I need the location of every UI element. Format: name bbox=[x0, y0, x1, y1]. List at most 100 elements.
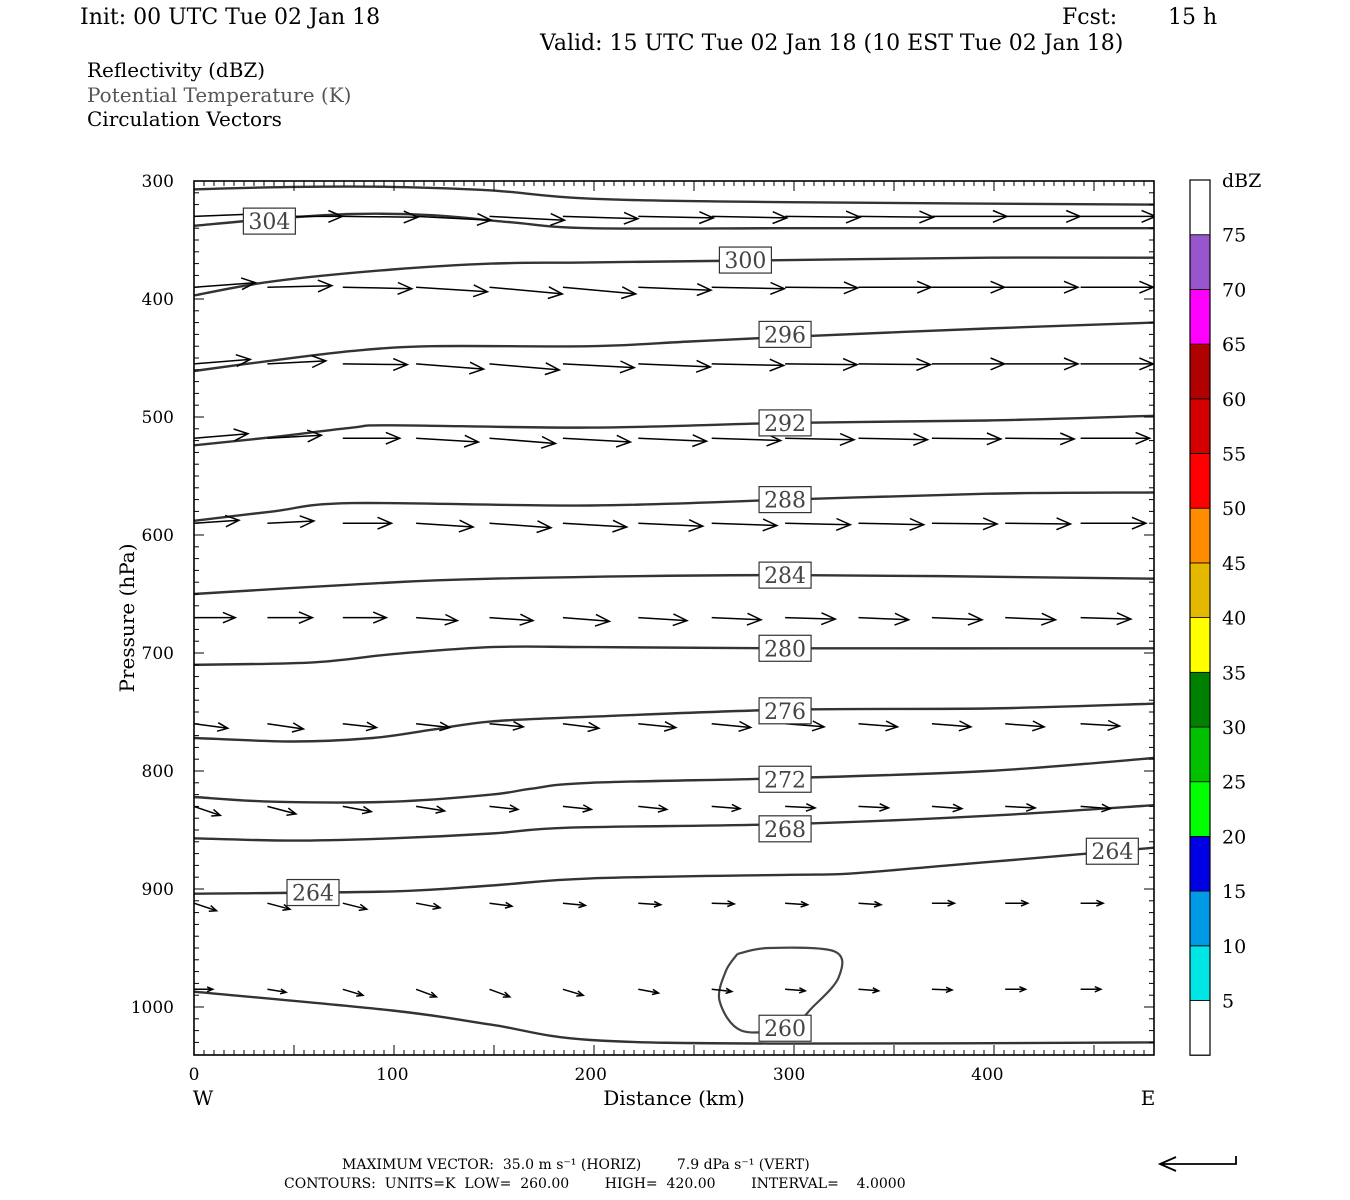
circulation-vector bbox=[416, 519, 476, 533]
circulation-vector bbox=[489, 804, 520, 813]
circulation-vector bbox=[267, 354, 328, 369]
x-axis: 0 100 200 300 400 bbox=[189, 1065, 1004, 1085]
circulation-vector bbox=[711, 987, 734, 995]
circulation-vector bbox=[1080, 209, 1154, 223]
circulation-vector bbox=[342, 902, 369, 912]
circulation-vector bbox=[194, 611, 238, 624]
contour-label-text: 300 bbox=[724, 249, 766, 274]
colorbar-level-label: 30 bbox=[1222, 717, 1246, 739]
y-tick-label: 500 bbox=[142, 408, 174, 428]
colorbar-level-label: 35 bbox=[1222, 662, 1246, 684]
circulation-vector bbox=[267, 611, 315, 624]
circulation-vector bbox=[194, 805, 223, 817]
colorbar-segment bbox=[1189, 781, 1211, 837]
isentrope-284 bbox=[194, 573, 1154, 596]
isentrope-260 bbox=[194, 990, 1154, 1045]
circulation-vector bbox=[931, 280, 1007, 294]
contour-label-box bbox=[758, 765, 812, 793]
isentrope-264 bbox=[194, 846, 1154, 895]
circulation-vector bbox=[415, 805, 447, 814]
init-time: Init: 00 UTC Tue 02 Jan 18 bbox=[80, 5, 381, 30]
circulation-vector bbox=[415, 988, 439, 998]
circulation-vector bbox=[342, 357, 410, 372]
colorbar-level-label: 55 bbox=[1222, 444, 1246, 466]
x-end-label-east: E bbox=[1141, 1086, 1156, 1110]
circulation-vector bbox=[194, 353, 253, 368]
circulation-vector bbox=[638, 359, 713, 373]
contour-label-292: 292 bbox=[758, 409, 812, 437]
circulation-vector bbox=[785, 987, 808, 994]
colorbar-segment bbox=[1189, 1000, 1211, 1056]
colorbar-border bbox=[1189, 179, 1211, 1056]
circulation-vector bbox=[1080, 803, 1113, 813]
contour-label-264: 264 bbox=[286, 878, 340, 907]
contour-label-text: 296 bbox=[764, 323, 806, 348]
contour-label-box bbox=[286, 878, 340, 907]
field-reflectivity: Reflectivity (dBZ) bbox=[87, 58, 266, 82]
circulation-vector bbox=[1080, 357, 1154, 371]
contour-label-272: 272 bbox=[758, 765, 812, 793]
colorbar-segment bbox=[1189, 343, 1211, 400]
circulation-vector bbox=[267, 515, 316, 529]
colorbar: 5 10 15 20 25 30 35 40 45 50 55 60 65 70 75 bbox=[1189, 179, 1246, 1056]
isentrope-296 bbox=[194, 321, 1154, 373]
colorbar-level-label: 20 bbox=[1222, 826, 1246, 848]
colorbar-level-label: 15 bbox=[1222, 881, 1246, 903]
circulation-vector bbox=[1080, 516, 1148, 530]
circulation-vector bbox=[1080, 986, 1103, 993]
circulation-vector bbox=[1005, 986, 1028, 993]
y-tick-label: 900 bbox=[142, 880, 174, 900]
circulation-vector bbox=[489, 988, 512, 998]
colorbar-segment bbox=[1189, 726, 1211, 783]
circulation-vector bbox=[342, 611, 389, 624]
y-tick-label: 700 bbox=[142, 644, 174, 664]
circulation-vector bbox=[785, 281, 860, 295]
contour-label-text: 304 bbox=[248, 210, 290, 235]
circulation-vector bbox=[562, 901, 588, 909]
circulation-vector bbox=[858, 432, 930, 446]
contour-label-text: 276 bbox=[764, 700, 806, 725]
circulation-vector bbox=[342, 281, 414, 295]
circulation-vector bbox=[267, 722, 306, 733]
circulation-vector bbox=[1005, 899, 1030, 907]
contour-label-box bbox=[758, 409, 812, 437]
colorbar-unit: dBZ bbox=[1222, 170, 1261, 192]
circulation-vector bbox=[711, 900, 737, 908]
circulation-vector bbox=[489, 286, 565, 300]
circulation-vector bbox=[1080, 719, 1122, 732]
circulation-vector bbox=[562, 286, 638, 300]
contour-label-box bbox=[242, 207, 296, 235]
circulation-vector bbox=[858, 900, 883, 908]
circulation-vector bbox=[1005, 720, 1047, 732]
circulation-vector bbox=[1005, 209, 1083, 223]
isentrope-layer bbox=[194, 185, 1154, 1045]
circulation-vector bbox=[416, 361, 486, 375]
colorbar-level-label: 40 bbox=[1222, 608, 1246, 630]
reference-vector bbox=[1157, 1156, 1237, 1172]
y-tick-label: 600 bbox=[142, 526, 174, 546]
circulation-vector bbox=[785, 210, 863, 224]
circulation-vector bbox=[342, 805, 374, 815]
circulation-vector bbox=[489, 720, 526, 731]
circulation-vector bbox=[562, 721, 601, 733]
colorbar-segment bbox=[1189, 453, 1211, 509]
contour-label-box bbox=[758, 561, 812, 589]
circulation-vector bbox=[489, 520, 553, 534]
contour-label-288: 288 bbox=[758, 486, 812, 514]
circulation-vector bbox=[342, 721, 379, 732]
circulation-vector bbox=[638, 900, 663, 908]
circulation-vector bbox=[489, 901, 514, 909]
circulation-vector bbox=[931, 899, 957, 907]
circulation-vector bbox=[1080, 612, 1133, 626]
contour-label-284: 284 bbox=[758, 561, 812, 589]
colorbar-level-label: 10 bbox=[1222, 936, 1246, 958]
contour-label-box bbox=[758, 320, 812, 348]
circulation-vector bbox=[858, 357, 933, 372]
isentrope-272 bbox=[194, 756, 1154, 804]
colorbar-level-label: 5 bbox=[1222, 991, 1234, 1013]
circulation-vector bbox=[931, 720, 973, 732]
contour-label-276: 276 bbox=[758, 697, 812, 725]
circulation-vector bbox=[562, 434, 633, 448]
contour-label-text: 268 bbox=[764, 818, 806, 843]
circulation-vector bbox=[858, 280, 934, 294]
